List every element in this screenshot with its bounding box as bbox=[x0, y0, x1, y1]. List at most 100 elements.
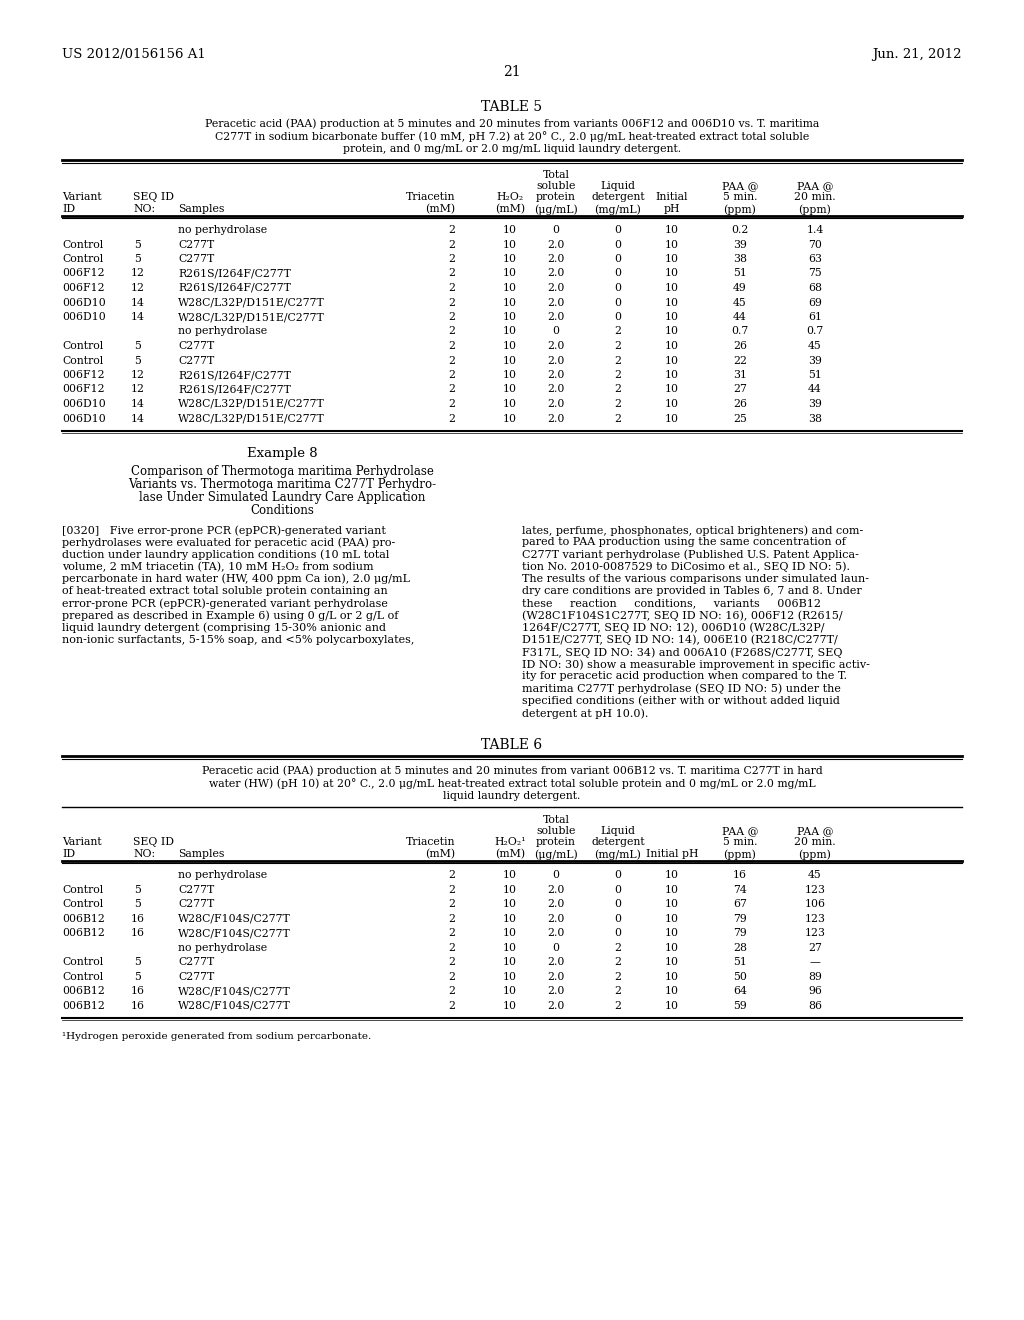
Text: C277T variant perhydrolase (Published U.S. Patent Applica-: C277T variant perhydrolase (Published U.… bbox=[522, 549, 859, 560]
Text: 2: 2 bbox=[449, 297, 455, 308]
Text: 2: 2 bbox=[449, 224, 455, 235]
Text: 2.0: 2.0 bbox=[547, 399, 564, 409]
Text: 10: 10 bbox=[503, 253, 517, 264]
Text: Jun. 21, 2012: Jun. 21, 2012 bbox=[872, 48, 962, 61]
Text: 10: 10 bbox=[503, 942, 517, 953]
Text: 16: 16 bbox=[131, 928, 145, 939]
Text: 2.0: 2.0 bbox=[547, 972, 564, 982]
Text: 2: 2 bbox=[449, 268, 455, 279]
Text: PAA @: PAA @ bbox=[722, 181, 758, 191]
Text: 2: 2 bbox=[614, 341, 622, 351]
Text: volume, 2 mM triacetin (TA), 10 mM H₂O₂ from sodium: volume, 2 mM triacetin (TA), 10 mM H₂O₂ … bbox=[62, 561, 374, 572]
Text: 10: 10 bbox=[665, 253, 679, 264]
Text: 5: 5 bbox=[134, 239, 141, 249]
Text: 10: 10 bbox=[503, 986, 517, 997]
Text: 2: 2 bbox=[449, 870, 455, 880]
Text: 2.0: 2.0 bbox=[547, 268, 564, 279]
Text: non-ionic surfactants, 5-15% soap, and <5% polycarboxylates,: non-ionic surfactants, 5-15% soap, and <… bbox=[62, 635, 415, 644]
Text: 10: 10 bbox=[503, 913, 517, 924]
Text: R261S/I264F/C277T: R261S/I264F/C277T bbox=[178, 370, 291, 380]
Text: SEQ ID: SEQ ID bbox=[133, 191, 174, 202]
Text: 2: 2 bbox=[449, 913, 455, 924]
Text: 2.0: 2.0 bbox=[547, 253, 564, 264]
Text: (mM): (mM) bbox=[425, 849, 455, 859]
Text: Total: Total bbox=[543, 816, 569, 825]
Text: 006D10: 006D10 bbox=[62, 413, 105, 424]
Text: 2.0: 2.0 bbox=[547, 355, 564, 366]
Text: Peracetic acid (PAA) production at 5 minutes and 20 minutes from variants 006F12: Peracetic acid (PAA) production at 5 min… bbox=[205, 117, 819, 128]
Text: 10: 10 bbox=[665, 224, 679, 235]
Text: 10: 10 bbox=[503, 341, 517, 351]
Text: 2.0: 2.0 bbox=[547, 370, 564, 380]
Text: 86: 86 bbox=[808, 1001, 822, 1011]
Text: R261S/I264F/C277T: R261S/I264F/C277T bbox=[178, 384, 291, 395]
Text: 38: 38 bbox=[808, 413, 822, 424]
Text: Total: Total bbox=[543, 170, 569, 180]
Text: 10: 10 bbox=[665, 297, 679, 308]
Text: 0: 0 bbox=[614, 224, 622, 235]
Text: (mM): (mM) bbox=[425, 205, 455, 214]
Text: 5 min.: 5 min. bbox=[723, 191, 758, 202]
Text: Control: Control bbox=[62, 341, 103, 351]
Text: PAA @: PAA @ bbox=[797, 826, 834, 836]
Text: 14: 14 bbox=[131, 297, 145, 308]
Text: 2: 2 bbox=[614, 986, 622, 997]
Text: Peracetic acid (PAA) production at 5 minutes and 20 minutes from variant 006B12 : Peracetic acid (PAA) production at 5 min… bbox=[202, 766, 822, 776]
Text: 10: 10 bbox=[665, 355, 679, 366]
Text: PAA @: PAA @ bbox=[722, 826, 758, 836]
Text: 16: 16 bbox=[733, 870, 746, 880]
Text: Conditions: Conditions bbox=[250, 504, 314, 517]
Text: 10: 10 bbox=[503, 870, 517, 880]
Text: 51: 51 bbox=[808, 370, 822, 380]
Text: 14: 14 bbox=[131, 312, 145, 322]
Text: 10: 10 bbox=[665, 413, 679, 424]
Text: 0.2: 0.2 bbox=[731, 224, 749, 235]
Text: 12: 12 bbox=[131, 282, 145, 293]
Text: 5: 5 bbox=[134, 972, 141, 982]
Text: ¹Hydrogen peroxide generated from sodium percarbonate.: ¹Hydrogen peroxide generated from sodium… bbox=[62, 1032, 372, 1041]
Text: 0: 0 bbox=[614, 928, 622, 939]
Text: [0320]   Five error-prone PCR (epPCR)-generated variant: [0320] Five error-prone PCR (epPCR)-gene… bbox=[62, 525, 386, 536]
Text: (ppm): (ppm) bbox=[724, 849, 757, 859]
Text: (μg/mL): (μg/mL) bbox=[535, 205, 578, 215]
Text: 5: 5 bbox=[134, 899, 141, 909]
Text: detergent at pH 10.0).: detergent at pH 10.0). bbox=[522, 708, 648, 718]
Text: 10: 10 bbox=[665, 899, 679, 909]
Text: 50: 50 bbox=[733, 972, 746, 982]
Text: detergent: detergent bbox=[591, 191, 645, 202]
Text: protein: protein bbox=[536, 191, 575, 202]
Text: 106: 106 bbox=[805, 899, 825, 909]
Text: TABLE 6: TABLE 6 bbox=[481, 738, 543, 752]
Text: detergent: detergent bbox=[591, 837, 645, 847]
Text: 2: 2 bbox=[449, 884, 455, 895]
Text: C277T: C277T bbox=[178, 355, 214, 366]
Text: 20 min.: 20 min. bbox=[795, 837, 836, 847]
Text: liquid laundry detergent.: liquid laundry detergent. bbox=[443, 791, 581, 801]
Text: liquid laundry detergent (comprising 15-30% anionic and: liquid laundry detergent (comprising 15-… bbox=[62, 623, 386, 634]
Text: 2: 2 bbox=[614, 326, 622, 337]
Text: (μg/mL): (μg/mL) bbox=[535, 849, 578, 859]
Text: C277T in sodium bicarbonate buffer (10 mM, pH 7.2) at 20° C., 2.0 μg/mL heat-tre: C277T in sodium bicarbonate buffer (10 m… bbox=[215, 131, 809, 141]
Text: 10: 10 bbox=[503, 399, 517, 409]
Text: 2: 2 bbox=[449, 928, 455, 939]
Text: 0.7: 0.7 bbox=[806, 326, 823, 337]
Text: C277T: C277T bbox=[178, 884, 214, 895]
Text: (mM): (mM) bbox=[495, 849, 525, 859]
Text: 25: 25 bbox=[733, 413, 746, 424]
Text: PAA @: PAA @ bbox=[797, 181, 834, 191]
Text: 51: 51 bbox=[733, 957, 746, 968]
Text: 2: 2 bbox=[449, 384, 455, 395]
Text: 0: 0 bbox=[614, 282, 622, 293]
Text: 2: 2 bbox=[449, 312, 455, 322]
Text: 5: 5 bbox=[134, 341, 141, 351]
Text: Initial: Initial bbox=[655, 191, 688, 202]
Text: 0: 0 bbox=[553, 224, 559, 235]
Text: of heat-treated extract total soluble protein containing an: of heat-treated extract total soluble pr… bbox=[62, 586, 388, 597]
Text: Control: Control bbox=[62, 355, 103, 366]
Text: 2: 2 bbox=[449, 986, 455, 997]
Text: 26: 26 bbox=[733, 399, 746, 409]
Text: 70: 70 bbox=[808, 239, 822, 249]
Text: 2: 2 bbox=[614, 957, 622, 968]
Text: 2: 2 bbox=[614, 1001, 622, 1011]
Text: 10: 10 bbox=[503, 355, 517, 366]
